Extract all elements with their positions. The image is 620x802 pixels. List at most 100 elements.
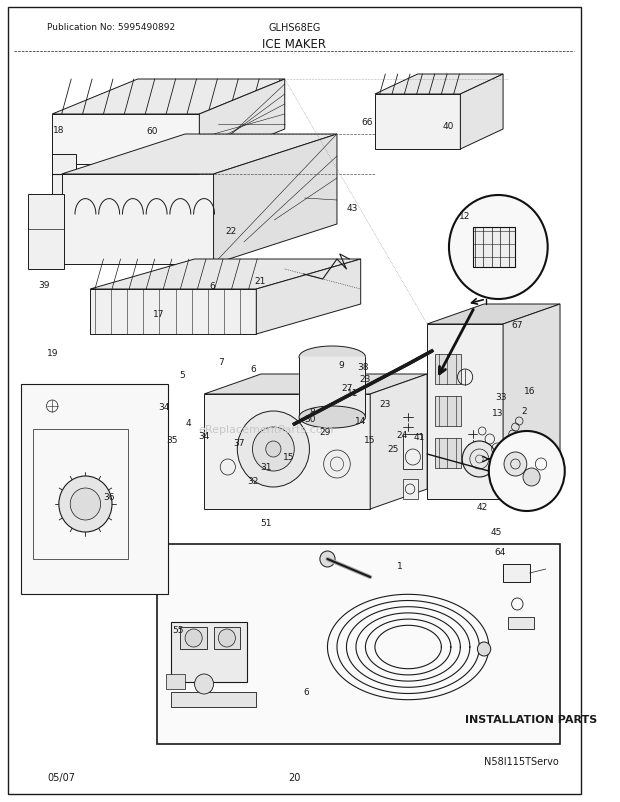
- Text: 27: 27: [342, 383, 353, 393]
- Text: 11: 11: [347, 388, 359, 398]
- Text: 41: 41: [414, 432, 425, 442]
- Circle shape: [70, 488, 100, 520]
- Text: 37: 37: [234, 438, 246, 448]
- Text: 8: 8: [309, 407, 315, 417]
- Bar: [171, 692, 256, 707]
- Polygon shape: [213, 135, 337, 265]
- Text: eReplacementParts.com: eReplacementParts.com: [198, 424, 334, 435]
- Polygon shape: [29, 195, 64, 269]
- Text: 64: 64: [495, 547, 506, 557]
- Polygon shape: [52, 80, 285, 115]
- Text: 12: 12: [459, 212, 471, 221]
- Text: 19: 19: [47, 348, 59, 358]
- Polygon shape: [52, 115, 200, 164]
- Bar: [157, 545, 560, 744]
- Polygon shape: [448, 377, 482, 388]
- Text: 05/07: 05/07: [48, 772, 76, 782]
- Bar: [404, 480, 418, 500]
- Text: 6: 6: [303, 687, 309, 696]
- Bar: [508, 618, 534, 630]
- Text: 32: 32: [247, 476, 259, 486]
- Circle shape: [195, 674, 213, 695]
- Bar: [472, 228, 515, 268]
- Bar: [435, 396, 461, 427]
- Text: 2: 2: [521, 406, 526, 415]
- Polygon shape: [204, 395, 370, 509]
- Text: 7: 7: [218, 358, 224, 367]
- Polygon shape: [299, 358, 365, 418]
- Text: 43: 43: [346, 204, 358, 213]
- Text: 39: 39: [38, 280, 50, 290]
- Bar: [503, 565, 529, 582]
- Polygon shape: [90, 290, 256, 334]
- Polygon shape: [427, 325, 503, 500]
- Bar: [166, 674, 185, 689]
- Bar: [435, 439, 461, 468]
- Text: 22: 22: [225, 226, 236, 236]
- Text: 16: 16: [524, 387, 536, 396]
- Text: 55: 55: [172, 625, 184, 634]
- Text: 14: 14: [355, 416, 366, 426]
- Polygon shape: [427, 305, 560, 325]
- Text: 38: 38: [357, 363, 369, 372]
- Polygon shape: [299, 346, 365, 369]
- Bar: [21, 384, 168, 594]
- Circle shape: [504, 452, 527, 476]
- Text: N58I115TServo: N58I115TServo: [484, 756, 559, 766]
- Polygon shape: [503, 305, 560, 500]
- Text: 15: 15: [283, 452, 294, 462]
- Text: 67: 67: [511, 320, 523, 330]
- Polygon shape: [299, 407, 365, 428]
- Polygon shape: [527, 460, 551, 472]
- Bar: [213, 627, 240, 649]
- Text: 20: 20: [288, 772, 301, 782]
- Circle shape: [463, 441, 497, 477]
- Polygon shape: [62, 175, 213, 265]
- Text: 4: 4: [185, 419, 191, 428]
- Text: 34: 34: [158, 403, 169, 412]
- Polygon shape: [448, 409, 482, 420]
- Text: 6: 6: [250, 364, 256, 374]
- Text: 35: 35: [167, 435, 178, 444]
- Circle shape: [218, 630, 236, 647]
- Text: Publication No: 5995490892: Publication No: 5995490892: [48, 23, 175, 32]
- Polygon shape: [461, 75, 503, 150]
- Text: 45: 45: [490, 527, 502, 537]
- Text: 6: 6: [209, 282, 215, 291]
- Text: 40: 40: [443, 121, 454, 131]
- Text: 24: 24: [396, 430, 407, 439]
- Text: 23: 23: [379, 399, 391, 409]
- Text: 33: 33: [495, 392, 507, 402]
- Text: GLHS68EG: GLHS68EG: [268, 23, 321, 33]
- Text: 51: 51: [260, 518, 272, 528]
- Polygon shape: [375, 75, 503, 95]
- Text: 18: 18: [53, 125, 64, 135]
- Text: 23: 23: [359, 374, 371, 383]
- Text: 36: 36: [103, 492, 115, 502]
- Circle shape: [449, 196, 547, 300]
- Text: 5: 5: [180, 370, 185, 379]
- Polygon shape: [29, 444, 90, 509]
- Text: ICE MAKER: ICE MAKER: [262, 38, 326, 51]
- Text: INSTALLATION PARTS: INSTALLATION PARTS: [465, 714, 597, 724]
- Polygon shape: [62, 135, 337, 175]
- Text: 17: 17: [153, 310, 165, 319]
- Circle shape: [523, 468, 540, 486]
- Text: 1: 1: [397, 561, 403, 570]
- Text: 42: 42: [477, 502, 488, 512]
- Text: 21: 21: [254, 276, 266, 286]
- Polygon shape: [375, 95, 461, 150]
- Polygon shape: [370, 375, 427, 509]
- Text: 15: 15: [364, 435, 375, 444]
- Circle shape: [320, 551, 335, 567]
- Bar: [33, 429, 128, 559]
- Polygon shape: [52, 155, 76, 200]
- Polygon shape: [204, 375, 427, 395]
- Bar: [171, 622, 247, 683]
- Bar: [180, 627, 207, 649]
- Circle shape: [252, 427, 294, 472]
- Polygon shape: [200, 80, 285, 164]
- Text: 66: 66: [361, 117, 373, 127]
- Circle shape: [489, 431, 565, 512]
- Circle shape: [477, 642, 491, 656]
